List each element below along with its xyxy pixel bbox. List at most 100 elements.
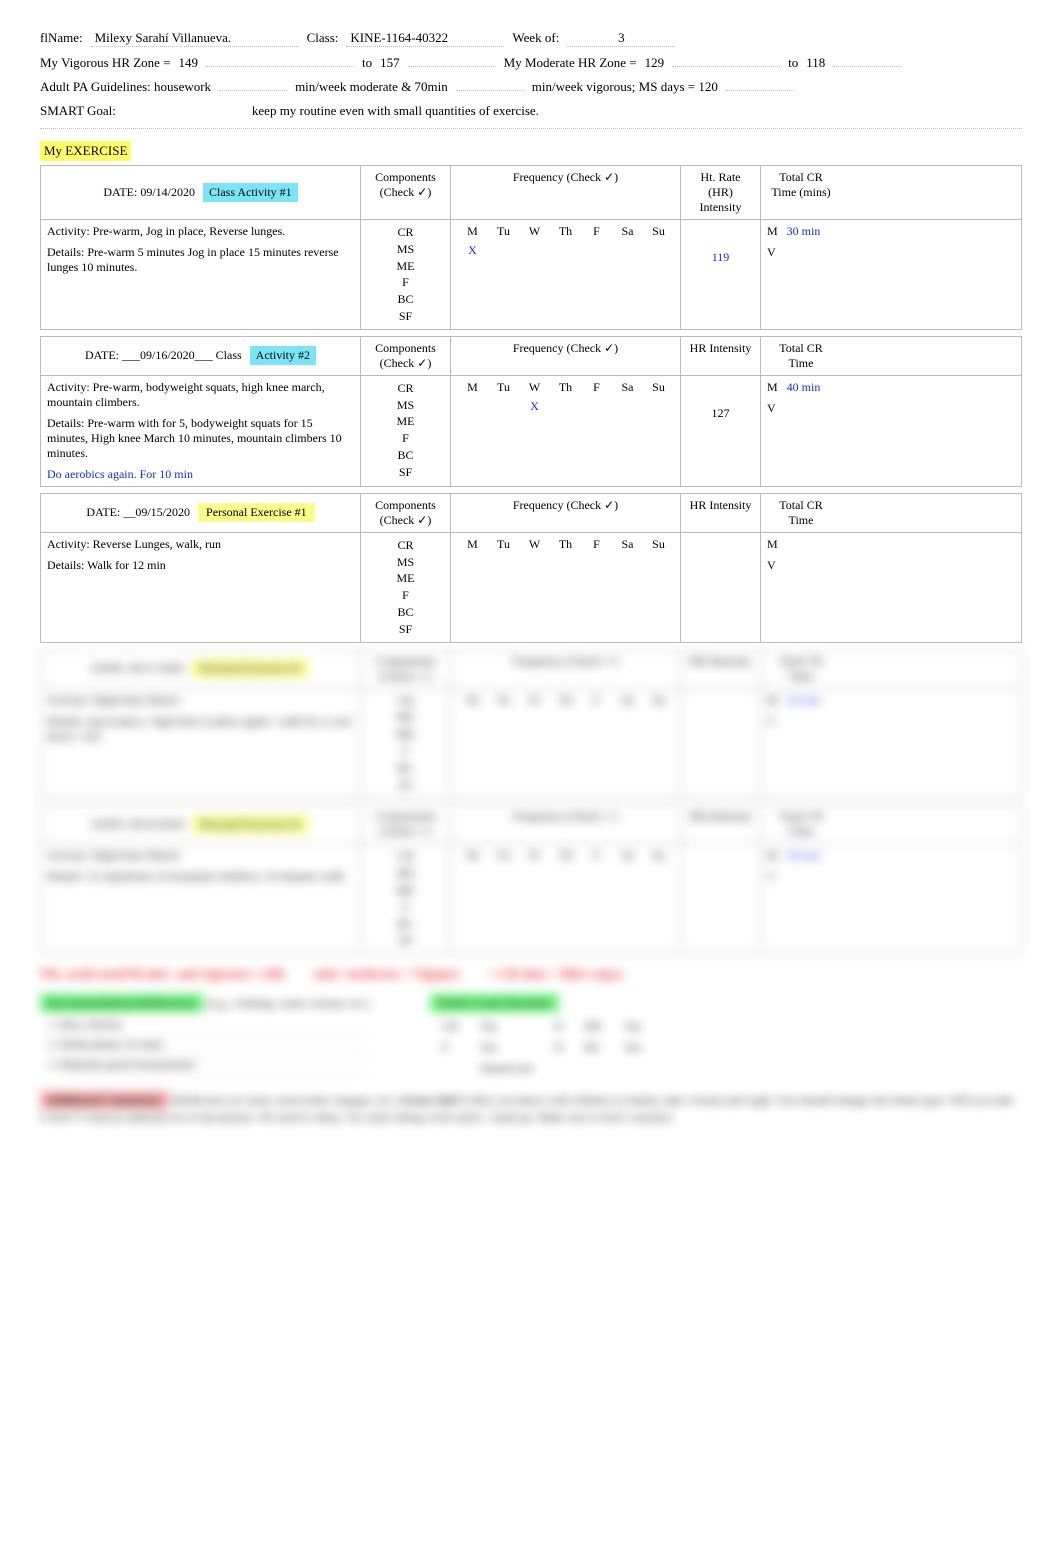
day-header: M <box>457 848 488 863</box>
entries-container: DATE: 09/14/2020 Class Activity #1 Compo… <box>40 165 1022 643</box>
entry-date-cell: DATE: __09/15/2020 Personal Exercise #1 <box>41 494 361 532</box>
details-label: Details: <box>47 558 84 572</box>
comments-bold: Great Job!!! <box>402 1093 465 1107</box>
day-header: W <box>519 848 550 863</box>
to-2: to <box>788 55 798 71</box>
day-header: Su <box>643 224 674 239</box>
component-item: MS <box>367 554 444 571</box>
activity-label: Activity: <box>47 537 90 551</box>
hr-value <box>681 533 761 642</box>
day-header: Sa <box>612 693 643 708</box>
components-header: Components (Check ✓) <box>361 494 451 532</box>
activity-label: Activity: <box>47 380 90 394</box>
components-header: Components (Check ✓) <box>361 805 451 843</box>
rec-item: Drink plenty of water <box>60 1035 370 1055</box>
crtime-cell: M 40 min V <box>761 376 841 486</box>
goal-label: SMART Goal: <box>40 103 116 119</box>
recs-sub: (e.g., clothing, water, format, etc.) <box>206 996 370 1010</box>
component-item: BC <box>367 447 444 464</box>
component-item: BC <box>367 760 444 777</box>
day-header: Tu <box>488 693 519 708</box>
hr-header: HR Intensity <box>681 805 761 843</box>
frequency-header: Frequency (Check ✓) <box>451 166 681 219</box>
entry-tag: Personal Exercise #2 <box>192 659 309 678</box>
blurred-bottom: Wk. totals mod/30 min+ and vigorous+: (M… <box>40 966 1022 1126</box>
day-header: W <box>519 380 550 395</box>
day-header: F <box>581 224 612 239</box>
name-label: flName: <box>40 30 83 46</box>
crtime-m: M <box>767 537 835 552</box>
entry-date: DATE: ___09/16/2020___ Class <box>85 348 242 363</box>
day-header: Th <box>550 848 581 863</box>
entry-tag: Activity #2 <box>250 346 316 365</box>
entry-date-cell: DATE: ___09/16/2020___ Class Activity #2 <box>41 337 361 375</box>
day-header: Sa <box>612 224 643 239</box>
activity-text: Activity: High Knee March <box>47 848 354 863</box>
day-header: Sa <box>612 848 643 863</box>
details-text: Details: jog in place / high knee in pla… <box>47 714 354 744</box>
crtime-cell: M 30 min V <box>761 220 841 329</box>
components-header: Components (Check ✓) <box>361 337 451 375</box>
components-list: CRMSMEFBCSF <box>361 220 451 329</box>
to-1: to <box>362 55 372 71</box>
recommendations: Recommendations/Reflections (e.g., cloth… <box>40 996 370 1080</box>
freq-mark <box>581 243 612 258</box>
log-entry: DATE: __09/15/2020 Personal Exercise #1 … <box>40 493 1022 643</box>
header-hr-row: My Vigorous HR Zone = 149 to 157 My Mode… <box>40 55 1022 71</box>
component-item: ME <box>367 726 444 743</box>
activity-text: Reverse Lunges, walk, run <box>93 537 221 551</box>
summary-row: Wk. totals mod/30 min+ and vigorous+: (M… <box>40 966 1022 982</box>
component-item: F <box>367 430 444 447</box>
rec-item: Maintain good form/posture <box>60 1055 370 1075</box>
day-header: Su <box>643 537 674 552</box>
component-item: MS <box>367 241 444 258</box>
freq-mark <box>488 399 519 414</box>
vig-lo: 149 <box>179 55 199 71</box>
entry-details-cell: Activity: Pre-warm, Jog in place, Revers… <box>41 220 361 329</box>
crtime-header: Total CR Time (mins) <box>761 166 841 219</box>
goal-row: SmartGoal <box>432 1059 652 1078</box>
day-header: Tu <box>488 848 519 863</box>
component-item: MS <box>367 865 444 882</box>
day-header: F <box>581 537 612 552</box>
component-item: ME <box>367 882 444 899</box>
activity-label: Activity: <box>47 224 90 238</box>
day-header: Su <box>643 848 674 863</box>
details-text: Pre-warm 5 minutes Jog in place 15 minut… <box>47 245 339 274</box>
goals-reached: Week's Goals Reached: CRYes NMS Yes FYes… <box>430 996 654 1080</box>
crtime-v: V <box>767 714 835 729</box>
comments: Additional Comments: (Reflection on week… <box>40 1092 1022 1126</box>
frequency-cell: MTuWThFSaSu X <box>451 220 681 329</box>
component-item: F <box>367 274 444 291</box>
vig-label: My Vigorous HR Zone = <box>40 55 171 71</box>
freq-mark <box>643 399 674 414</box>
freq-mark <box>457 399 488 414</box>
day-header: Tu <box>488 380 519 395</box>
summary-3: = CR time + Min's (qty) <box>489 966 622 982</box>
pa-label: Adult PA Guidelines: housework <box>40 79 211 95</box>
freq-mark <box>550 243 581 258</box>
log-entry: DATE: ___09/16/2020___ Class Activity #2… <box>40 336 1022 487</box>
component-item: SF <box>367 308 444 325</box>
entry-details-cell: Activity: Pre-warm, bodyweight squats, h… <box>41 376 361 486</box>
summary-1: Wk. totals mod/30 min+ and vigorous+: (M… <box>40 966 285 982</box>
component-item: ME <box>367 570 444 587</box>
activity-text: Pre-warm, Jog in place, Reverse lunges. <box>93 224 286 238</box>
details-text: Walk for 12 min <box>87 558 166 572</box>
hr-header: HR Intensity <box>681 494 761 532</box>
vig-hi: 157 <box>380 55 400 71</box>
goals-title: Week's Goals Reached: <box>430 994 559 1012</box>
frequency-cell: MTuWThFSaSu <box>451 689 681 798</box>
component-item: ME <box>367 413 444 430</box>
bottom-columns: Recommendations/Reflections (e.g., cloth… <box>40 996 1022 1080</box>
day-header: W <box>519 224 550 239</box>
component-item: SF <box>367 777 444 794</box>
hr-value <box>681 689 761 798</box>
day-header: Tu <box>488 224 519 239</box>
section-title: My EXERCISE <box>40 141 131 161</box>
entry-details-cell: Activity: Reverse Lunges, walk, run Deta… <box>41 533 361 642</box>
crtime-cell: M V <box>761 533 841 642</box>
goal-row: FYes NBC Yes <box>432 1038 652 1057</box>
freq-mark <box>643 243 674 258</box>
component-item: MS <box>367 397 444 414</box>
